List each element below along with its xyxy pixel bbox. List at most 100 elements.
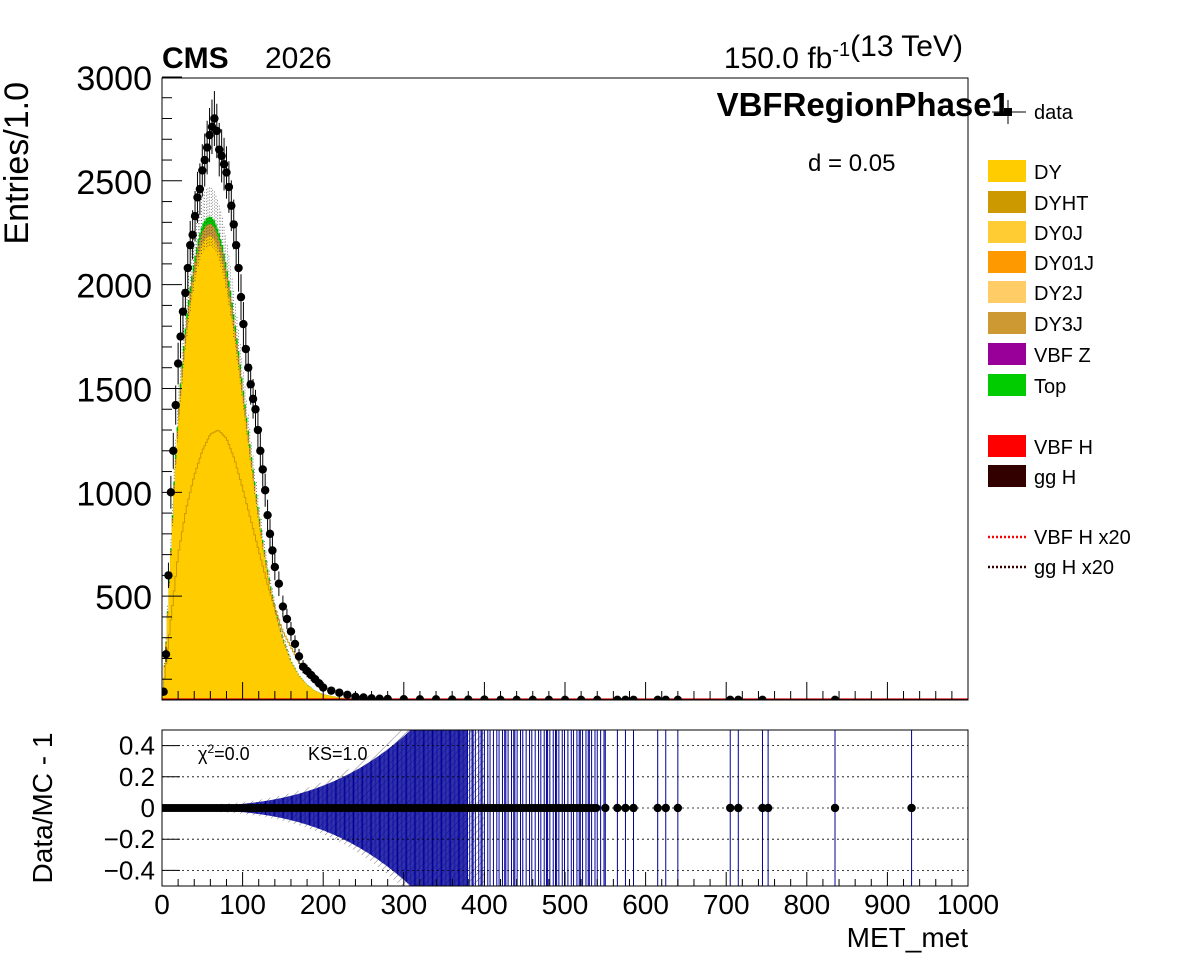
data-point xyxy=(202,143,212,152)
ratio-point xyxy=(726,803,735,813)
data-point xyxy=(241,344,251,354)
ratio-xtick-label: 500 xyxy=(542,889,589,920)
data-point xyxy=(621,695,630,700)
legend-swatch xyxy=(988,221,1026,243)
d-stat-label: d = 0.05 xyxy=(808,150,895,177)
ratio-xlabel: MET_met xyxy=(847,922,969,953)
data-point xyxy=(268,546,277,555)
legend-item-dy2j: DY2J xyxy=(988,281,1083,305)
data-point xyxy=(193,193,202,202)
legend-label: Top xyxy=(1034,376,1066,398)
data-point xyxy=(205,130,214,140)
energy-label: (13 TeV) xyxy=(850,30,963,63)
data-point xyxy=(359,693,368,700)
legend: data DY DYHT DY0J DY01J DY2J DY3J VBF Z Top VBF H… xyxy=(988,100,1131,579)
lumi-label: 150.0 fb-1(13 TeV) xyxy=(724,30,963,75)
legend-swatch xyxy=(988,160,1026,182)
data-point xyxy=(726,695,735,700)
data-point xyxy=(219,159,229,169)
data-point xyxy=(613,695,622,700)
data-point xyxy=(217,151,226,161)
data-point xyxy=(229,220,238,229)
ratio-point xyxy=(907,803,916,813)
legend-label: DY3J xyxy=(1034,314,1083,336)
data-point xyxy=(224,182,234,192)
ratio-point xyxy=(734,803,743,813)
chi2-exp: 2 xyxy=(207,742,214,756)
ratio-ytick-label: 0 xyxy=(141,793,155,823)
data-point xyxy=(629,695,638,700)
ratio-axes: −0.4−0.200.20.40 100 200 300 400 500 600 700 800… xyxy=(104,731,999,920)
ratio-point xyxy=(661,803,670,813)
ratio-ytick-label: −0.2 xyxy=(104,824,155,854)
lumi-exp: -1 xyxy=(832,39,850,61)
data-point xyxy=(227,201,236,210)
chi2-value: =0.0 xyxy=(214,744,250,764)
chi2-symbol: χ xyxy=(198,744,208,764)
legend-item-gg-h-x20: gg H x20 xyxy=(988,557,1114,579)
ratio-point xyxy=(621,803,630,813)
legend-label: DY0J xyxy=(1034,223,1083,245)
ratio-ytick-label: 0.4 xyxy=(119,731,155,761)
data-point xyxy=(162,650,171,659)
main-ytick-label: 1000 xyxy=(76,475,152,513)
legend-item-vbf-z: VBF Z xyxy=(988,343,1091,367)
ratio-point xyxy=(830,803,840,813)
data-point xyxy=(251,405,260,414)
data-point xyxy=(222,168,231,177)
data-point xyxy=(183,263,192,273)
data-point xyxy=(270,562,280,572)
data-point xyxy=(343,690,352,700)
legend-label: DYHT xyxy=(1034,193,1088,215)
dy-stack xyxy=(162,235,485,700)
legend-item-vbf-h: VBF H xyxy=(988,435,1093,459)
data-point xyxy=(162,687,168,696)
ratio-ylabel: Data/MC - 1 xyxy=(27,733,58,884)
legend-label: gg H xyxy=(1034,467,1076,489)
ratio-ytick-label: −0.4 xyxy=(104,855,155,885)
ratio-xtick-label: 200 xyxy=(300,889,347,920)
data-point xyxy=(236,292,246,302)
data-point xyxy=(198,166,207,175)
data-point xyxy=(375,694,384,700)
data-point xyxy=(195,184,205,194)
ratio-point xyxy=(592,804,601,812)
legend-label: data xyxy=(1034,102,1074,124)
legend-item-dy0j: DY0J xyxy=(988,221,1083,245)
ratio-xtick-label: 0 xyxy=(154,889,170,920)
data-point xyxy=(286,627,296,636)
legend-swatch xyxy=(988,343,1026,365)
experiment-label: CMS xyxy=(162,42,229,75)
legend-swatch xyxy=(988,465,1026,487)
data-point xyxy=(188,230,197,239)
data-point xyxy=(246,380,255,389)
ratio-xtick-label: 100 xyxy=(219,889,266,920)
legend-label: VBF H x20 xyxy=(1034,527,1131,549)
data-point xyxy=(248,394,258,404)
legend-swatch xyxy=(988,191,1026,213)
data-point xyxy=(294,652,304,661)
ratio-point xyxy=(763,803,773,813)
data-point xyxy=(244,363,253,372)
legend-swatch xyxy=(988,251,1026,273)
legend-item-dyht: DYHT xyxy=(988,191,1088,215)
data-point xyxy=(734,695,743,700)
legend-item-vbf-h-x20: VBF H x20 xyxy=(988,527,1131,549)
lumi-value: 150.0 fb xyxy=(724,42,832,75)
ratio-point xyxy=(673,803,683,813)
data-point xyxy=(258,465,267,474)
data-point xyxy=(253,425,263,435)
ratio-xtick-label: 300 xyxy=(380,889,427,920)
year-label: 2026 xyxy=(265,42,332,75)
legend-marker xyxy=(1004,108,1012,116)
ratio-point xyxy=(629,803,638,813)
data-point xyxy=(661,695,670,700)
main-ytick-label: 500 xyxy=(95,579,152,617)
ratio-xtick-label: 900 xyxy=(864,889,911,920)
legend-item-gg-h: gg H xyxy=(988,465,1076,489)
ratio-xtick-label: 1000 xyxy=(937,889,999,920)
legend-label: VBF H xyxy=(1034,437,1093,459)
data-point xyxy=(186,240,195,250)
data-point xyxy=(231,240,241,250)
